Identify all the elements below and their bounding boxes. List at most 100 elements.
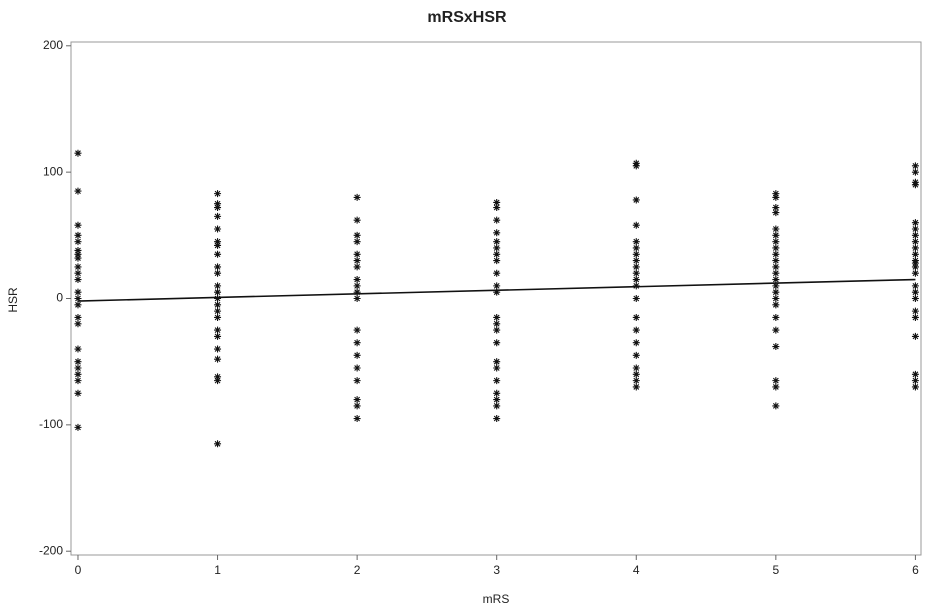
point xyxy=(214,241,222,249)
point xyxy=(353,295,361,302)
point xyxy=(772,250,780,258)
point xyxy=(911,313,919,321)
point xyxy=(911,250,919,258)
point xyxy=(911,263,919,271)
point xyxy=(74,221,82,229)
point xyxy=(74,389,82,397)
point xyxy=(772,295,780,302)
point xyxy=(632,383,640,391)
point xyxy=(214,355,222,363)
x-tick-label: 2 xyxy=(354,563,361,577)
point xyxy=(772,343,780,351)
point xyxy=(214,301,222,309)
point xyxy=(632,263,640,271)
point xyxy=(911,244,919,252)
point xyxy=(632,295,640,302)
point xyxy=(911,238,919,246)
point xyxy=(493,216,501,224)
point xyxy=(911,231,919,239)
point xyxy=(493,415,501,423)
point xyxy=(493,229,501,237)
point xyxy=(493,313,501,321)
point xyxy=(74,263,82,271)
point xyxy=(911,181,919,189)
point xyxy=(493,358,501,366)
x-tick-label: 1 xyxy=(214,563,221,577)
point xyxy=(632,326,640,334)
point xyxy=(772,402,780,410)
point xyxy=(74,288,82,296)
point xyxy=(772,288,780,296)
point xyxy=(632,196,640,204)
point xyxy=(772,269,780,277)
x-tick-label: 0 xyxy=(75,563,82,577)
point xyxy=(632,276,640,284)
point xyxy=(353,263,361,271)
point xyxy=(493,326,501,334)
point xyxy=(493,402,501,410)
point xyxy=(214,225,222,233)
point xyxy=(353,276,361,284)
point xyxy=(74,313,82,321)
point xyxy=(353,339,361,347)
point xyxy=(493,320,501,328)
point xyxy=(911,168,919,176)
point xyxy=(772,238,780,246)
point xyxy=(632,313,640,321)
point xyxy=(772,377,780,385)
y-tick-label: 100 xyxy=(43,164,63,178)
point xyxy=(493,389,501,397)
point xyxy=(74,358,82,366)
point xyxy=(772,282,780,290)
chart-title: mRSxHSR xyxy=(427,9,507,26)
point xyxy=(353,364,361,372)
point xyxy=(772,244,780,252)
point xyxy=(74,295,82,302)
point xyxy=(74,364,82,372)
point xyxy=(214,190,222,198)
point xyxy=(632,351,640,359)
point xyxy=(353,396,361,404)
point xyxy=(632,377,640,385)
point xyxy=(353,402,361,410)
point xyxy=(214,440,222,448)
x-tick-label: 6 xyxy=(912,563,919,577)
point xyxy=(911,282,919,290)
point xyxy=(632,339,640,347)
point xyxy=(632,221,640,229)
point xyxy=(353,351,361,359)
point xyxy=(632,370,640,378)
point xyxy=(911,370,919,378)
point xyxy=(74,250,82,258)
point xyxy=(353,216,361,224)
x-tick-label: 4 xyxy=(633,563,640,577)
point xyxy=(911,288,919,296)
point xyxy=(493,244,501,252)
point xyxy=(493,282,501,290)
point xyxy=(493,257,501,265)
point xyxy=(772,231,780,239)
point xyxy=(74,345,82,353)
point xyxy=(74,377,82,385)
point xyxy=(493,377,501,385)
point xyxy=(772,225,780,233)
point xyxy=(493,250,501,258)
point xyxy=(632,364,640,372)
point xyxy=(911,377,919,385)
y-tick-label: 0 xyxy=(56,291,63,305)
point xyxy=(911,383,919,391)
point xyxy=(493,288,501,296)
point xyxy=(632,162,640,170)
point xyxy=(74,370,82,378)
point xyxy=(911,259,919,267)
point xyxy=(632,238,640,246)
point xyxy=(353,282,361,290)
point xyxy=(493,204,501,212)
y-tick-label: -100 xyxy=(39,417,63,431)
point xyxy=(772,193,780,201)
point xyxy=(214,288,222,296)
x-tick-label: 3 xyxy=(493,563,500,577)
point xyxy=(353,288,361,296)
